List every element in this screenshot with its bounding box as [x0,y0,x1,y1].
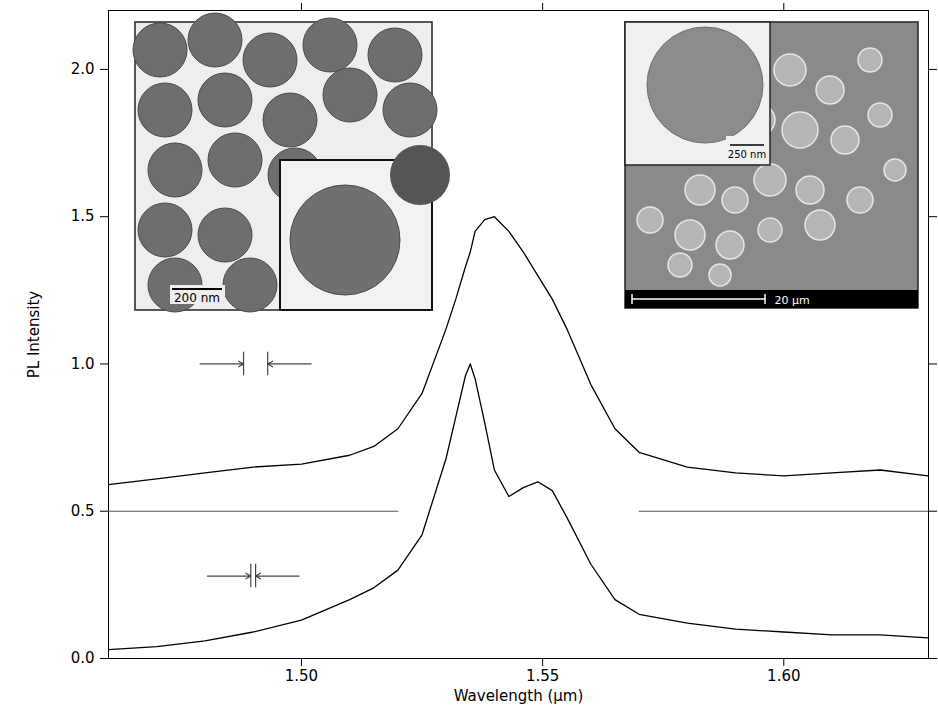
svg-text:20 μm: 20 μm [774,294,809,307]
svg-text:0.5: 0.5 [71,502,95,520]
svg-text:0.0: 0.0 [71,649,95,667]
svg-text:1.50: 1.50 [285,667,318,685]
svg-text:PL Intensity: PL Intensity [25,291,43,379]
svg-text:1.60: 1.60 [767,667,800,685]
svg-text:1.55: 1.55 [526,667,559,685]
svg-text:250 nm: 250 nm [728,149,766,160]
svg-text:1.0: 1.0 [71,355,95,373]
svg-text:2.0: 2.0 [71,60,95,78]
svg-text:1.5: 1.5 [71,207,95,225]
svg-text:200 nm: 200 nm [174,291,220,305]
svg-text:Wavelength (μm): Wavelength (μm) [454,687,584,705]
